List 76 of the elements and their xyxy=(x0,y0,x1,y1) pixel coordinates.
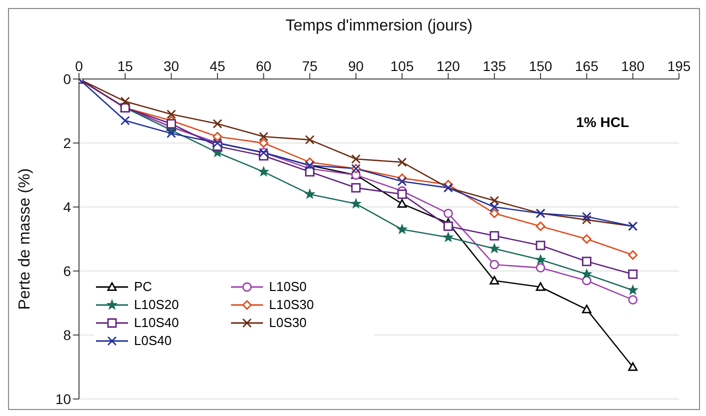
point xyxy=(166,119,176,128)
point xyxy=(628,362,638,371)
point xyxy=(305,135,314,144)
y-tick-label: 6 xyxy=(63,262,72,279)
x-tick-label: 120 xyxy=(436,58,460,74)
annotation: 1% HCL xyxy=(576,114,629,130)
point xyxy=(351,183,361,192)
x-tick-label: 135 xyxy=(482,58,506,74)
point xyxy=(582,212,592,222)
point xyxy=(536,282,546,291)
legend-label: L0S30 xyxy=(269,315,307,330)
y-tick-label: 10 xyxy=(55,390,72,407)
y-tick-label: 2 xyxy=(63,134,72,151)
point xyxy=(582,256,592,266)
x-tick-label: 45 xyxy=(210,58,226,74)
point xyxy=(166,110,176,119)
point xyxy=(212,119,222,128)
legend-label: PC xyxy=(134,279,152,294)
point xyxy=(582,269,592,278)
point xyxy=(258,132,268,142)
point xyxy=(212,132,222,142)
point xyxy=(628,295,638,304)
y-axis-title: Perte de masse (%) xyxy=(16,168,34,310)
y-tick-label: 4 xyxy=(63,198,72,215)
legend-label: L0S40 xyxy=(134,333,172,348)
point xyxy=(443,232,454,242)
point xyxy=(304,189,315,198)
point xyxy=(120,96,130,106)
point xyxy=(258,138,268,148)
x-tick-label: 60 xyxy=(256,58,272,74)
x-tick-label: 165 xyxy=(575,58,599,74)
point xyxy=(444,208,453,218)
point xyxy=(536,240,546,250)
x-tick-label: 105 xyxy=(390,58,414,74)
point xyxy=(536,254,546,264)
point xyxy=(536,222,546,231)
point xyxy=(397,199,407,208)
legend-label: L10S20 xyxy=(134,297,179,312)
x-tick-label: 75 xyxy=(302,58,318,74)
point xyxy=(444,222,453,231)
x-tick-label: 195 xyxy=(667,58,691,74)
point xyxy=(536,263,546,272)
x-tick-label: 30 xyxy=(164,58,180,74)
point xyxy=(490,196,500,206)
y-tick-label: 0 xyxy=(63,70,72,87)
legend-label: L10S40 xyxy=(134,315,179,330)
x-tick-label: 150 xyxy=(528,58,552,74)
point xyxy=(582,234,592,244)
point xyxy=(489,243,500,253)
legend-label: L10S30 xyxy=(269,297,314,312)
point xyxy=(628,270,638,279)
point xyxy=(490,231,500,240)
point xyxy=(350,198,361,208)
point xyxy=(582,215,592,224)
point xyxy=(490,208,500,218)
point xyxy=(490,276,500,284)
point xyxy=(628,250,638,260)
point xyxy=(351,154,361,164)
x-tick-label: 90 xyxy=(348,58,364,74)
y-tick-label: 8 xyxy=(63,326,72,343)
legend-label: L10S0 xyxy=(269,279,307,294)
point xyxy=(582,304,592,314)
point xyxy=(397,158,407,167)
x-tick-label: 0 xyxy=(75,58,84,74)
point xyxy=(258,166,269,176)
x-tick-label: 180 xyxy=(621,58,645,74)
x-axis-title: Temps d'immersion (jours) xyxy=(285,17,473,34)
point xyxy=(397,224,408,234)
point xyxy=(490,260,500,270)
point xyxy=(490,202,500,212)
point xyxy=(120,116,130,126)
point xyxy=(166,128,176,138)
point xyxy=(397,190,407,199)
point xyxy=(628,285,638,294)
x-tick-label: 15 xyxy=(117,58,134,74)
point xyxy=(397,176,407,186)
